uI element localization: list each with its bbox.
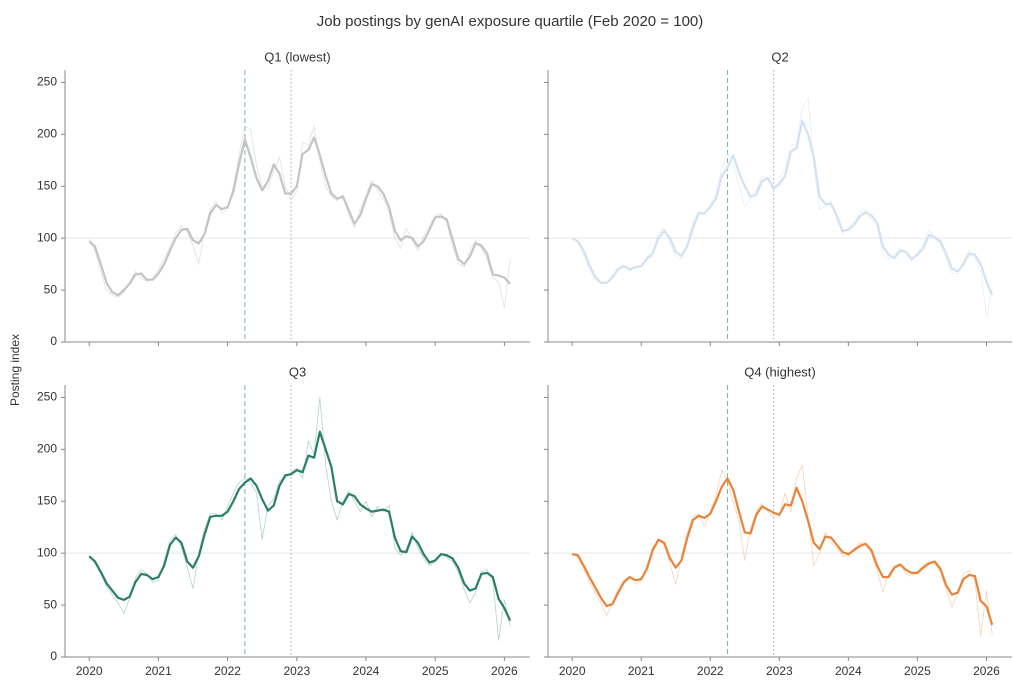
x-tick-label: 2021 <box>145 664 172 678</box>
x-tick-label: 2020 <box>76 664 103 678</box>
y-tick-label: 200 <box>37 442 57 456</box>
y-tick-label: 50 <box>44 282 58 296</box>
y-tick-label: 250 <box>37 75 57 89</box>
y-tick-label: 50 <box>44 597 58 611</box>
y-axis-label: Posting index <box>8 334 22 406</box>
series-line <box>571 119 994 296</box>
y-tick-label: 250 <box>37 390 57 404</box>
panel-title: Q4 (highest) <box>744 364 816 379</box>
series-line <box>571 97 993 317</box>
series-line <box>88 430 512 622</box>
x-tick-label: 2026 <box>973 664 1000 678</box>
x-tick-label: 2023 <box>766 664 793 678</box>
x-tick-label: 2022 <box>697 664 724 678</box>
x-tick-label: 2020 <box>559 664 586 678</box>
series-line <box>88 136 511 297</box>
y-tick-label: 200 <box>37 127 57 141</box>
x-tick-label: 2025 <box>422 664 449 678</box>
figure-title: Job postings by genAI exposure quartile … <box>317 13 704 30</box>
x-tick-label: 2023 <box>283 664 310 678</box>
x-tick-label: 2026 <box>491 664 518 678</box>
series-line <box>571 464 993 637</box>
panel-title: Q2 <box>771 49 788 64</box>
y-tick-label: 100 <box>37 545 57 559</box>
series-line <box>571 477 994 626</box>
x-tick-label: 2021 <box>628 664 655 678</box>
x-tick-label: 2024 <box>835 664 862 678</box>
panel-title: Q3 <box>289 364 306 379</box>
panel-title: Q1 (lowest) <box>264 49 330 64</box>
y-tick-label: 100 <box>37 230 57 244</box>
y-tick-label: 150 <box>37 178 57 192</box>
y-tick-label: 150 <box>37 493 57 507</box>
x-tick-label: 2025 <box>904 664 931 678</box>
y-tick-label: 0 <box>50 334 57 348</box>
x-tick-label: 2022 <box>214 664 241 678</box>
y-tick-label: 0 <box>50 649 57 663</box>
series-line <box>88 397 511 641</box>
x-tick-label: 2024 <box>353 664 380 678</box>
